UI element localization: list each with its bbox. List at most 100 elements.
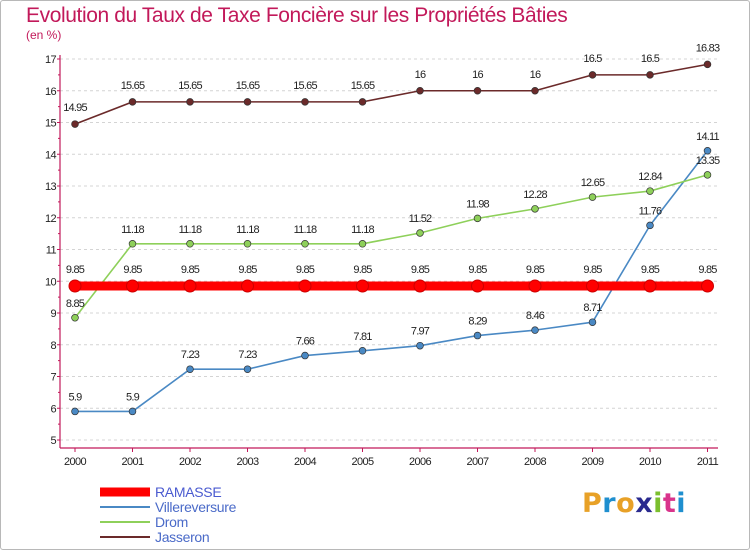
y-tick-label: 10	[45, 276, 57, 288]
data-label-drom: 13.35	[696, 155, 720, 167]
data-label-ramasse: 9.85	[181, 264, 200, 276]
y-tick-label: 6	[50, 403, 56, 415]
x-tick-label: 2001	[121, 456, 144, 468]
point-villereversure	[588, 318, 597, 326]
point-villereversure	[358, 347, 367, 355]
point-villereversure	[186, 365, 194, 373]
point-jasseron	[301, 98, 309, 106]
point-jasseron	[473, 86, 482, 95]
y-tick-label: 9	[50, 308, 56, 320]
series-line-villereversure	[74, 149, 709, 413]
y-tick-label: 13	[45, 181, 57, 193]
data-label-villereversure: 7.97	[411, 326, 430, 338]
data-label-villereversure: 5.9	[69, 391, 83, 403]
data-label-drom: 12.28	[523, 189, 547, 201]
proxiti-logo: Proxiti	[582, 488, 686, 519]
logo-letter: P	[582, 488, 603, 519]
data-label-drom: 11.98	[466, 198, 489, 210]
logo-letter: o	[616, 488, 636, 519]
logo-letter: i	[676, 488, 687, 519]
data-label-ramasse: 9.85	[238, 264, 257, 276]
data-label-ramasse: 9.85	[411, 264, 430, 276]
point-jasseron	[416, 86, 424, 95]
point-jasseron	[243, 98, 252, 106]
data-label-drom: 11.18	[294, 224, 317, 236]
point-jasseron	[358, 98, 367, 106]
y-tick-label: 8	[50, 340, 56, 352]
point-drom	[243, 240, 252, 248]
y-tick-label: 15	[45, 118, 57, 130]
series-line-drom	[74, 174, 709, 319]
data-label-villereversure: 8.46	[526, 310, 545, 322]
data-label-villereversure: 11.76	[639, 205, 662, 217]
y-tick-label: 16	[45, 86, 57, 98]
x-tick-label: 2002	[179, 456, 202, 468]
data-label-jasseron: 16	[415, 69, 426, 81]
axes: 5 6 7 8 9 10 11 12 13 14 15 16 17 2000 2001 2002 2003 200…	[45, 54, 719, 468]
legend-label-villereversure: Villereversure	[155, 499, 237, 515]
point-ramasse	[183, 279, 197, 293]
x-tick-label: 2008	[524, 456, 547, 468]
point-ramasse	[298, 279, 312, 293]
data-label-ramasse: 9.85	[526, 264, 545, 276]
data-label-drom: 12.84	[638, 171, 662, 183]
point-villereversure	[301, 351, 309, 360]
x-tick-label: 2005	[351, 456, 374, 468]
point-jasseron	[703, 60, 712, 69]
logo-letter: i	[653, 488, 663, 519]
point-villereversure	[531, 326, 539, 334]
x-tick-label: 2000	[64, 456, 87, 468]
data-label-ramasse: 9.85	[698, 264, 717, 276]
data-label-drom: 11.18	[179, 224, 202, 236]
data-label-villereversure: 5.9	[126, 391, 140, 403]
data-label-ramasse: 9.85	[66, 264, 85, 276]
data-label-villereversure: 7.66	[296, 336, 315, 348]
y-tick-label: 14	[45, 149, 57, 161]
point-villereversure	[416, 341, 424, 350]
point-drom	[531, 205, 539, 213]
chart-title: Evolution du Taux de Taxe Foncière sur l…	[26, 4, 568, 27]
x-tick-label: 2007	[466, 456, 489, 468]
data-label-ramasse: 9.85	[583, 264, 602, 276]
series-lines	[68, 60, 714, 416]
logo-letter: t	[662, 488, 677, 519]
point-drom	[646, 187, 654, 195]
data-label-jasseron: 16.83	[696, 42, 720, 54]
y-tick-label: 17	[45, 54, 57, 66]
point-ramasse	[643, 279, 657, 293]
logo-letter: r	[602, 488, 617, 519]
x-tick-label: 2004	[294, 456, 317, 468]
data-label-ramasse: 9.85	[296, 264, 315, 276]
data-label-drom: 12.65	[581, 177, 605, 189]
x-tick-label: 2010	[639, 456, 662, 468]
y-axis-unit: (en %)	[26, 28, 62, 42]
legend-label-drom: Drom	[155, 514, 188, 530]
data-label-jasseron: 15.65	[178, 80, 202, 92]
data-label-ramasse: 9.85	[123, 264, 142, 276]
point-drom	[358, 240, 367, 248]
data-label-jasseron: 14.95	[63, 102, 87, 114]
data-label-jasseron: 15.65	[121, 80, 145, 92]
point-villereversure	[703, 147, 712, 155]
point-drom	[473, 214, 482, 223]
legend-label-ramasse: RAMASSE	[155, 484, 221, 500]
point-ramasse	[126, 279, 139, 293]
legend-label-jasseron: Jasseron	[155, 529, 209, 545]
y-tick-label: 5	[50, 435, 56, 447]
data-label-jasseron: 15.65	[351, 80, 375, 92]
point-drom	[301, 240, 309, 248]
data-label-villereversure: 7.23	[238, 349, 257, 361]
point-villereversure	[71, 407, 79, 416]
series-line-jasseron	[74, 63, 709, 125]
point-villereversure	[243, 365, 252, 373]
point-drom	[416, 229, 424, 237]
point-ramasse	[356, 279, 369, 293]
point-jasseron	[531, 86, 539, 95]
point-jasseron	[588, 71, 597, 79]
data-label-villereversure: 8.71	[583, 302, 602, 314]
point-drom	[128, 240, 137, 248]
data-label-villereversure: 7.23	[181, 349, 200, 361]
